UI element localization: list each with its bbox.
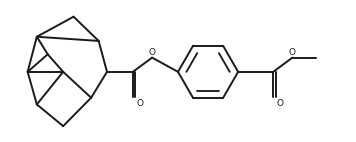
Text: O: O (136, 99, 143, 108)
Text: O: O (289, 48, 296, 57)
Text: O: O (277, 99, 284, 108)
Text: O: O (148, 48, 156, 57)
